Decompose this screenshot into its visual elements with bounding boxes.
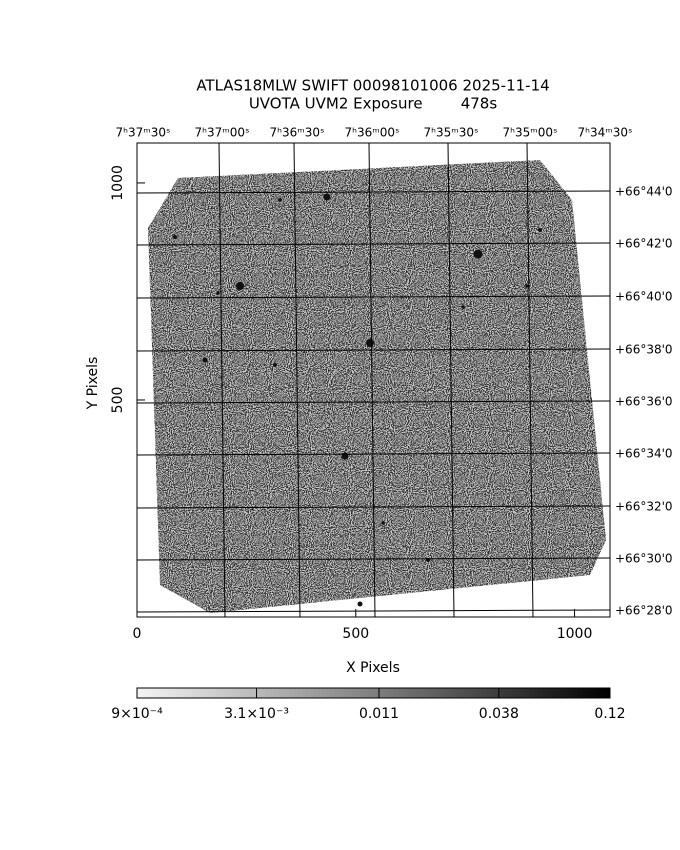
colorbar [136, 687, 611, 699]
ra-tick-label: 7ʰ35ᵐ30ˢ [424, 126, 479, 140]
source [202, 357, 208, 363]
source [461, 305, 465, 309]
subtitle: UVOTA UVM2 Exposure 478s [249, 95, 498, 113]
colorbar-tick-label: 0.011 [359, 706, 399, 722]
x-tick-label: 1000 [557, 626, 593, 642]
sources [173, 193, 542, 607]
source [341, 452, 349, 460]
dec-grid-line [136, 400, 611, 404]
source [173, 235, 177, 239]
dec-tick-label: +66°30'0 [615, 552, 673, 566]
colorbar-tick-label: 0.038 [479, 706, 519, 722]
dec-grid-line [136, 190, 611, 194]
image [148, 160, 606, 613]
dec-tick-label: +66°36'0 [615, 395, 673, 409]
ra-grid-line [218, 142, 226, 618]
ra-tick-label: 7ʰ34ᵐ30ˢ [578, 126, 633, 140]
dec-grid-line [136, 452, 611, 456]
dec-tick-label: +66°42'0 [615, 237, 673, 251]
title: ATLAS18MLW SWIFT 00098101006 2025-11-14 [196, 77, 549, 95]
colorbar-tick-label: 9×10⁻⁴ [111, 706, 163, 722]
colorbar-tick-label: 3.1×10⁻³ [224, 706, 289, 722]
y-tick-label: 1000 [110, 165, 126, 201]
dec-grid-line [136, 609, 611, 613]
ra-tick-label: 7ʰ37ᵐ30ˢ [116, 126, 171, 140]
dec-tick-label: +66°34'0 [615, 447, 673, 461]
coordinate-grid [136, 142, 611, 618]
dec-tick-label: +66°28'0 [615, 604, 673, 618]
ra-grid-line [447, 142, 455, 618]
source [473, 249, 483, 259]
ra-grid-line [526, 142, 534, 618]
source [357, 601, 363, 607]
source [236, 282, 244, 290]
dec-tick-label: +66°38'0 [615, 343, 673, 357]
source [538, 228, 542, 232]
source [216, 291, 220, 295]
ra-tick-label: 7ʰ36ᵐ30ˢ [270, 126, 325, 140]
x-tick-label: 500 [342, 626, 369, 642]
source [278, 198, 282, 202]
ra-tick-label: 7ʰ37ᵐ00ˢ [195, 126, 250, 140]
noise [148, 160, 606, 613]
dec-grid-line [136, 295, 611, 299]
y-axis-label: Y Pixels [85, 357, 101, 411]
dec-grid-line [136, 348, 611, 352]
ra-tick-label: 7ʰ36ᵐ00ˢ [345, 126, 400, 140]
ra-tick-label: 7ʰ35ᵐ00ˢ [503, 126, 558, 140]
x-tick-label: 0 [133, 626, 142, 642]
source [525, 284, 529, 288]
source [323, 193, 331, 201]
dec-tick-label: +66°40'0 [615, 290, 673, 304]
ra-grid-line [293, 142, 301, 618]
source [273, 363, 277, 367]
dec-grid-line [136, 505, 611, 509]
frame [136, 142, 611, 618]
x-axis-label: X Pixels [346, 660, 400, 676]
colorbar-tick-label: 0.12 [594, 706, 625, 722]
dec-tick-label: +66°44'0 [615, 185, 673, 199]
source [381, 521, 385, 525]
dec-grid-line [136, 242, 611, 246]
dec-grid-line [136, 557, 611, 561]
source [366, 339, 374, 347]
dec-tick-label: +66°32'0 [615, 500, 673, 514]
ra-grid-line [368, 142, 376, 618]
y-tick-label: 500 [110, 387, 126, 414]
